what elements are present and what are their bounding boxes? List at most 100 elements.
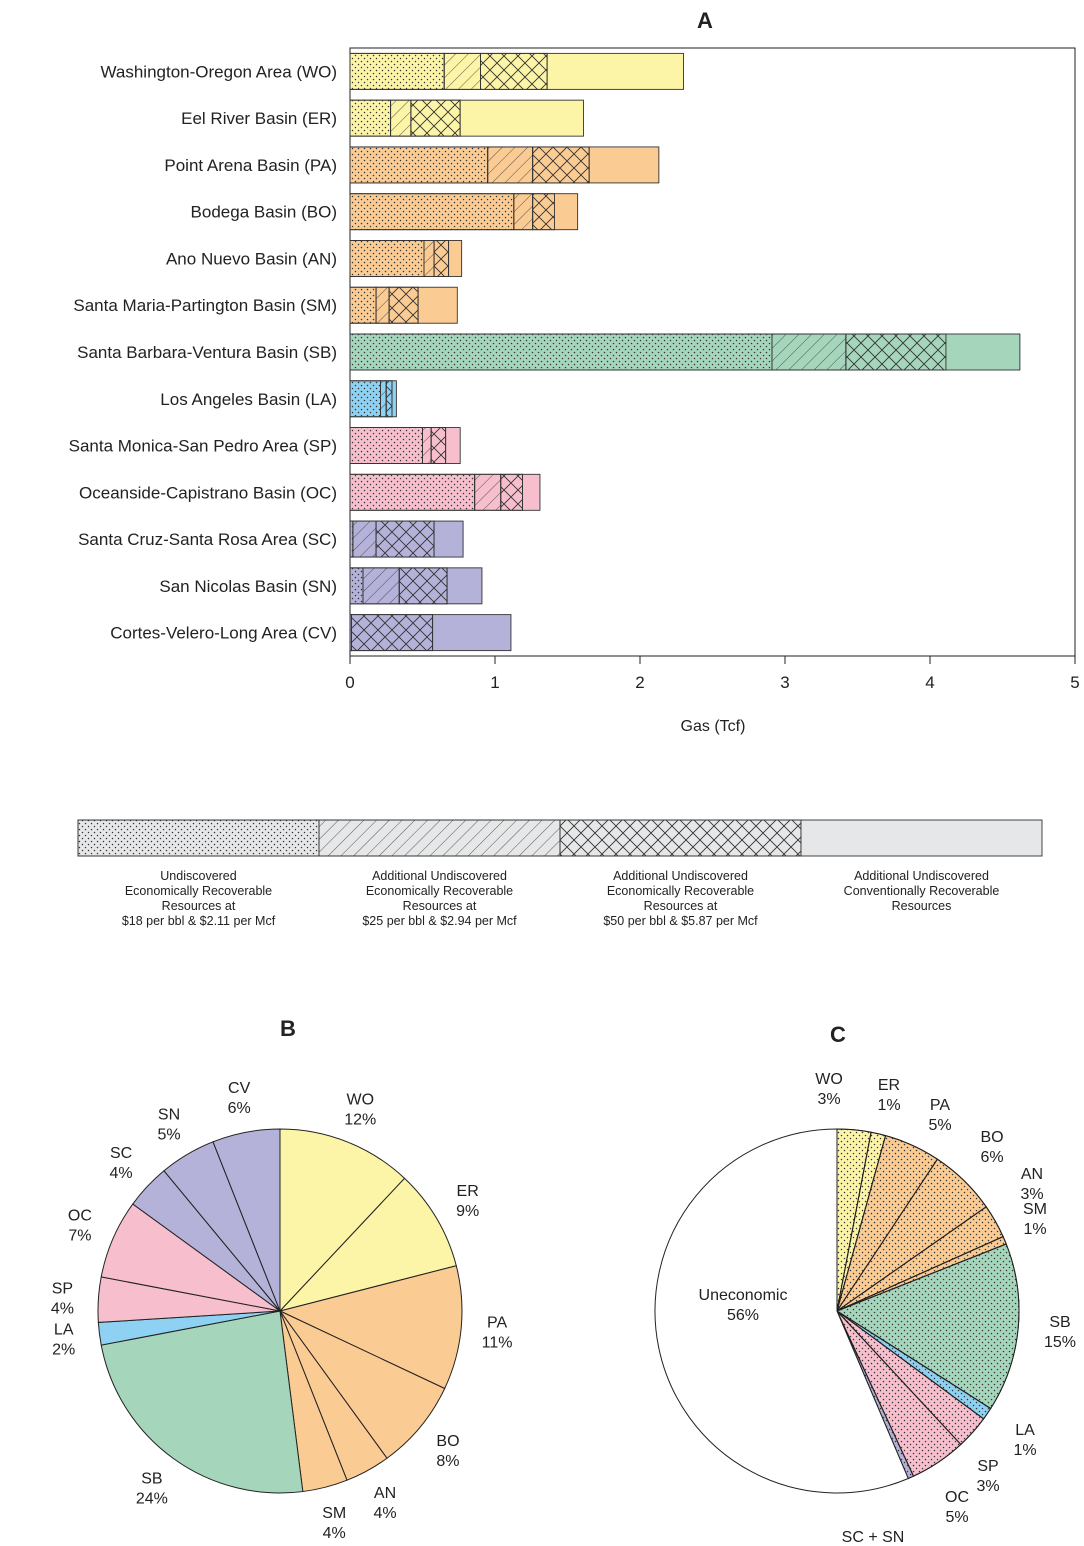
bar-segment-pattern — [349, 286, 377, 324]
legend-swatch-pattern — [77, 819, 320, 857]
bar-segment-pattern — [349, 427, 423, 464]
bar-segment — [546, 52, 684, 90]
pie-label-value: 1% — [1013, 1442, 1036, 1459]
legend-swatch-pattern — [318, 819, 561, 857]
pie-slice — [654, 1128, 909, 1494]
category-label: Eel River Basin (ER) — [181, 109, 337, 128]
pie-label-code: SP — [977, 1458, 998, 1475]
pie-slice — [212, 1128, 281, 1312]
legend-label: Economically Recoverable — [607, 884, 754, 898]
pie-label-value: 5% — [157, 1126, 180, 1143]
panel-a-title: A — [697, 8, 713, 33]
bar-group — [349, 286, 458, 324]
bar-chart-plot: Washington-Oregon Area (WO) Eel River Bas… — [69, 47, 1076, 657]
bar-group — [349, 567, 483, 605]
pie-slice — [100, 1310, 304, 1494]
bar-segment-pattern — [430, 427, 447, 464]
x-tick-label: 0 — [345, 673, 354, 692]
bar-group — [349, 240, 463, 277]
bar-segment-pattern — [771, 333, 847, 371]
pie-label-code: SM — [322, 1505, 346, 1522]
pie-chart-c: WO3%ER1% PA5%BO6%AN3%SM1%SB15%LA1%SP3%OC5… — [654, 1071, 1076, 1546]
bar-segment-pattern — [422, 427, 432, 464]
x-axis: 0 1 2 3 4 5 — [345, 656, 1080, 692]
pie-label-value: 6% — [228, 1100, 251, 1117]
pie-label-code: AN — [1021, 1166, 1043, 1183]
pie-label-code: AN — [374, 1485, 396, 1502]
bar-segment-pattern — [349, 473, 476, 511]
legend-swatch — [800, 819, 1043, 857]
category-label: Cortes-Velero-Long Area (CV) — [110, 624, 337, 643]
bar-segment-pattern — [349, 99, 392, 137]
bar-segment-pattern — [349, 193, 515, 231]
legend-label: Economically Recoverable — [125, 884, 272, 898]
bar-segment — [554, 193, 579, 231]
pie-slice — [279, 1128, 406, 1313]
bar-segment-pattern — [845, 333, 947, 371]
bar-segment-pattern — [349, 52, 445, 90]
bar-segment — [588, 146, 660, 184]
x-axis-label: Gas (Tcf) — [681, 718, 746, 735]
pie-label-code: SC — [110, 1145, 132, 1162]
pie-label-value: 15% — [1044, 1334, 1076, 1351]
pie-label-code: SB — [1049, 1314, 1070, 1331]
bar-segment-pattern — [480, 52, 548, 90]
bar-group — [349, 520, 464, 558]
pie-label-code: SC + SN — [842, 1529, 905, 1546]
bar-segment-pattern — [433, 240, 450, 277]
bar-segment-pattern — [375, 520, 435, 558]
bar-segment-pattern — [398, 567, 448, 605]
pie-label-code: WO — [346, 1091, 374, 1108]
pie-label-code: LA — [54, 1321, 74, 1338]
panel-c-title: C — [830, 1022, 846, 1047]
bar-segment-pattern — [500, 473, 523, 511]
pie-label-value: 9% — [456, 1203, 479, 1220]
pie-slice — [278, 1265, 463, 1390]
pie-label-value: 8% — [436, 1453, 459, 1470]
bar-segment-pattern — [388, 286, 419, 324]
category-label: Bodega Basin (BO) — [191, 203, 337, 222]
category-label: Los Angeles Basin (LA) — [160, 390, 337, 409]
bar-segment-pattern — [474, 473, 502, 511]
legend-label: Conventionally Recoverable — [844, 884, 1000, 898]
legend-label: Additional Undiscovered — [854, 869, 989, 883]
category-label: Santa Cruz-Santa Rosa Area (SC) — [78, 530, 337, 549]
pie-label-code: LA — [1015, 1422, 1035, 1439]
pie-label-value: 11% — [482, 1335, 513, 1352]
category-label: Ano Nuevo Basin (AN) — [166, 249, 337, 268]
pie-slice — [279, 1310, 446, 1459]
category-label: Santa Maria-Partington Basin (SM) — [73, 296, 337, 315]
pie-label-code: SN — [158, 1106, 180, 1123]
legend-label: Resources at — [162, 899, 236, 913]
pie-label-code: OC — [68, 1207, 92, 1224]
pie-label-code: PA — [487, 1315, 507, 1332]
pie-label-code: BO — [436, 1433, 459, 1450]
legend-swatch-pattern — [559, 819, 802, 857]
pie-label-code: SM — [1023, 1201, 1047, 1218]
bar-segment — [459, 99, 584, 137]
category-label: Oceanside-Capistrano Basin (OC) — [79, 483, 337, 502]
pie-label-value: 3% — [1020, 1186, 1043, 1203]
pie-label-value: 2% — [52, 1341, 75, 1358]
pie-label-code: ER — [878, 1077, 900, 1094]
pie-label-value: 5% — [945, 1509, 968, 1526]
bar-segment-pattern — [349, 567, 364, 605]
legend-label: Undiscovered — [160, 869, 236, 883]
bar-segment-pattern — [352, 520, 377, 558]
bar-group — [349, 146, 660, 184]
bar-segment — [446, 567, 483, 605]
bar-segment — [391, 380, 397, 418]
pie-slice-pattern — [835, 1243, 1020, 1410]
bar-segment-pattern — [349, 333, 773, 371]
bar-group — [349, 193, 579, 231]
bar-segment-pattern — [362, 567, 400, 605]
pie-label-value: 12% — [344, 1111, 376, 1128]
legend-label: Resources at — [644, 899, 718, 913]
pie-label-value: 4% — [110, 1165, 133, 1182]
pie-label-value: 7% — [68, 1227, 91, 1244]
bar-segment-pattern — [390, 99, 412, 137]
category-label: Point Arena Basin (PA) — [164, 156, 337, 175]
x-tick-label: 5 — [1070, 673, 1079, 692]
bar-segment-pattern — [423, 240, 435, 277]
